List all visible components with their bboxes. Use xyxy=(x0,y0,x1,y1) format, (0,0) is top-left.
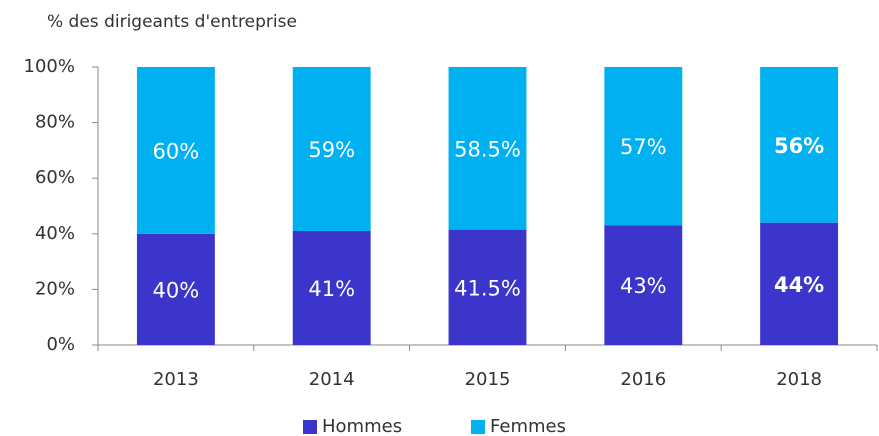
bar-segment xyxy=(292,231,371,345)
data-label: 59% xyxy=(308,138,355,162)
y-tick-label: 0% xyxy=(46,334,75,355)
bar-segment xyxy=(760,67,839,223)
x-tick-label: 2013 xyxy=(153,369,199,390)
data-label: 58.5% xyxy=(454,137,521,161)
legend-label: Femmes xyxy=(490,416,566,436)
y-tick-label: 80% xyxy=(35,112,75,133)
y-tick-label: 100% xyxy=(24,56,75,77)
x-tick-label: 2016 xyxy=(620,369,666,390)
bar-segment xyxy=(136,233,215,345)
data-label: 44% xyxy=(774,273,824,297)
x-tick-label: 2014 xyxy=(309,369,355,390)
data-label: 60% xyxy=(153,139,200,163)
data-label: 41% xyxy=(308,277,355,301)
legend-swatch xyxy=(303,420,317,434)
bar-segment xyxy=(292,67,371,232)
y-tick-label: 60% xyxy=(35,167,75,188)
bar-segment xyxy=(604,67,683,226)
legend-swatch xyxy=(471,420,485,434)
data-label: 40% xyxy=(153,278,200,302)
data-label: 56% xyxy=(774,134,824,158)
bar-segment xyxy=(448,229,527,345)
data-label: 41.5% xyxy=(454,276,521,300)
y-axis-label: % des dirigeants d'entreprise xyxy=(47,12,297,32)
x-tick-label: 2015 xyxy=(465,369,511,390)
data-label: 43% xyxy=(620,274,667,298)
y-tick-label: 20% xyxy=(35,278,75,299)
bar-segment xyxy=(136,67,215,234)
y-tick-label: 40% xyxy=(35,223,75,244)
legend-label: Hommes xyxy=(322,416,402,436)
bar-segment xyxy=(448,67,527,230)
bar-segment xyxy=(604,225,683,345)
x-tick-label: 2018 xyxy=(776,369,822,390)
bar-segment xyxy=(760,222,839,345)
data-label: 57% xyxy=(620,135,667,159)
